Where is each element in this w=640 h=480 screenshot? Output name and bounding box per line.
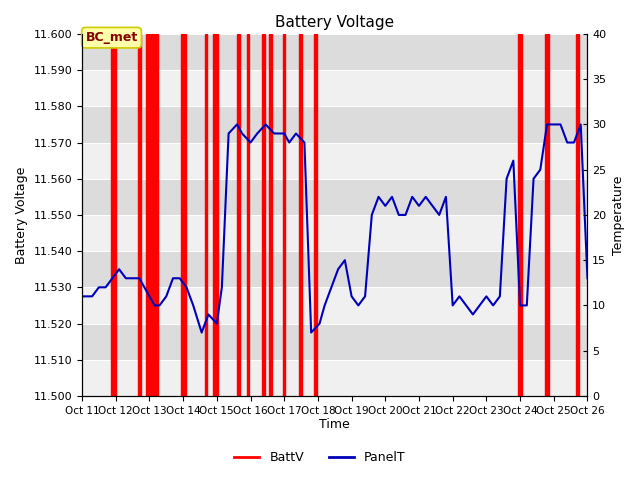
Legend: BattV, PanelT: BattV, PanelT <box>229 446 411 469</box>
Y-axis label: Battery Voltage: Battery Voltage <box>15 166 28 264</box>
Bar <box>205 34 207 396</box>
Bar <box>262 34 265 396</box>
Bar <box>82 179 588 215</box>
Bar <box>575 34 579 396</box>
Bar <box>300 34 302 396</box>
Bar <box>282 34 285 396</box>
Bar <box>82 324 588 360</box>
Bar <box>82 107 588 143</box>
Title: Battery Voltage: Battery Voltage <box>275 15 394 30</box>
Bar <box>213 34 218 396</box>
Bar <box>518 34 522 396</box>
Y-axis label: Temperature: Temperature <box>612 175 625 254</box>
Bar <box>111 34 116 396</box>
Bar <box>146 34 158 396</box>
Text: BC_met: BC_met <box>85 31 138 44</box>
Bar <box>269 34 273 396</box>
X-axis label: Time: Time <box>319 419 350 432</box>
Bar <box>247 34 250 396</box>
Bar <box>82 251 588 288</box>
Bar <box>314 34 317 396</box>
Bar <box>181 34 186 396</box>
Bar <box>138 34 141 396</box>
Bar <box>545 34 548 396</box>
Bar <box>82 34 588 70</box>
Bar <box>237 34 240 396</box>
